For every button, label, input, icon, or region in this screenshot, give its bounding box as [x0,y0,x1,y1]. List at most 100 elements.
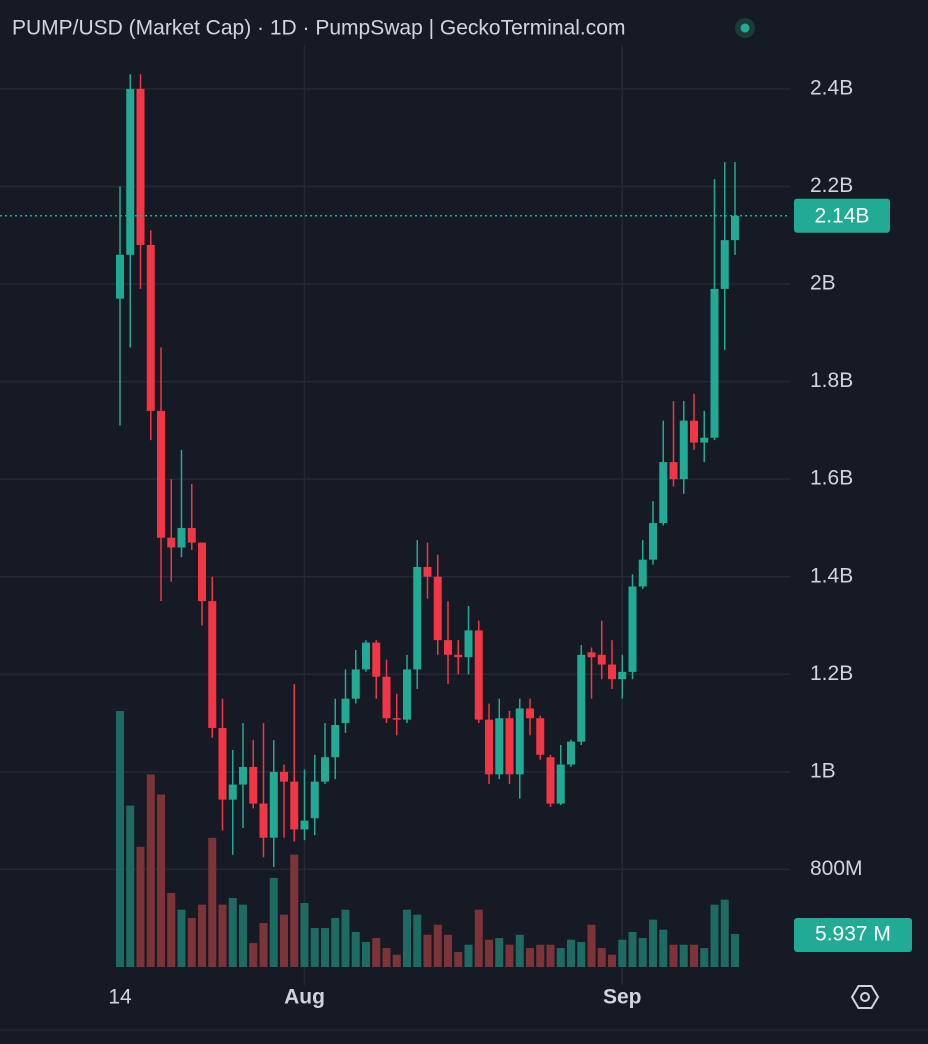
price-badge-label: 2.14B [815,204,870,227]
volume-bar [372,938,381,967]
volume-bar [608,954,616,967]
volume-bar [700,948,709,967]
volume-bar [495,938,504,967]
volume-bar [567,939,575,967]
candle-body [126,88,135,255]
candle-body [423,566,432,577]
candle-body [269,771,278,838]
volume-bar [249,943,258,967]
candle-body [341,698,350,724]
volume-bar [720,899,729,967]
candle-body [116,254,124,299]
candle-body [454,654,463,658]
volume-bar [659,929,668,967]
candle-body [659,462,668,524]
y-tick-label: 1.6B [810,467,853,490]
candle-body [403,669,411,720]
candle-body [556,764,565,804]
volume-bar [167,892,176,967]
volume-bar [300,903,309,967]
candle-body [679,420,688,480]
settings-icon[interactable] [850,985,880,1009]
candle-body [618,671,627,680]
volume-bar [331,918,340,967]
volume-bar [208,837,217,967]
candle-body [362,642,370,670]
volume-bar [187,918,196,967]
candle-body [208,601,217,728]
candle-body [382,676,391,719]
volume-bar [731,933,739,967]
candle-body [259,803,268,838]
candle-body [608,664,616,680]
volume-bar [126,805,135,967]
volume-bar [218,904,227,967]
volume-bar [628,931,637,967]
volume-bar [228,897,237,967]
candle-body [249,766,258,804]
settings-icon-center[interactable] [860,992,870,1002]
volume-bar [259,923,268,967]
volume-bar [464,944,473,967]
candle-body [526,708,534,719]
y-tick-label: 2.2B [810,174,853,197]
candle-body [300,820,309,830]
candle-body [505,718,514,775]
volume-bar [710,904,719,967]
volume-bar [679,944,688,967]
x-tick-label: Aug [284,986,325,1009]
candle-body [167,537,176,548]
candle-body [177,527,186,548]
volume-bar [690,944,698,967]
volume-bar [669,944,678,967]
candle-body [536,718,545,755]
candle-body [690,420,698,443]
volume-bar [505,944,514,967]
status-dot [740,23,750,33]
candle-body [495,718,504,775]
candle-body [187,527,196,543]
volume-bar [157,794,165,967]
candle-body [567,741,575,765]
volume-bar [269,877,278,967]
x-tick-label: Sep [603,986,642,1009]
y-tick-label: 1.2B [810,662,853,685]
candle-body [628,586,637,672]
volume-bar [198,904,206,967]
volume-bar [351,931,360,967]
volume-bar [536,944,545,967]
volume-bar [587,924,596,967]
candle-body [577,654,586,742]
candle-body [372,642,381,677]
candle-body [433,576,442,641]
chart-title: PUMP/USD (Market Cap) · 1D · PumpSwap | … [12,17,625,40]
volume-bar [618,939,627,967]
candle-body [392,718,401,720]
candle-body [331,725,340,758]
candle-body [546,757,555,804]
candle-body [310,781,319,819]
y-tick-label: 2.4B [810,76,853,99]
candle-body [444,640,452,655]
y-tick-label: 1.8B [810,369,853,392]
candle-body [700,437,709,443]
volume-bar [239,904,247,967]
volume-bar [526,948,534,967]
candle-body [649,523,657,560]
volume-bar [116,711,124,967]
candle-body [710,288,719,438]
volume-bar [362,941,370,967]
volume-bar [423,934,432,967]
candle-body [474,630,483,720]
y-tick-label: 800M [810,857,863,880]
settings-button[interactable] [850,985,880,1009]
volume-bar [597,948,606,967]
volume-bar [474,909,483,967]
volume-bar [433,924,442,967]
volume-badge [794,917,912,952]
volume-bar [177,909,186,967]
volume-bar [392,954,401,967]
volume-bar [444,934,452,967]
candle-body [587,652,596,658]
